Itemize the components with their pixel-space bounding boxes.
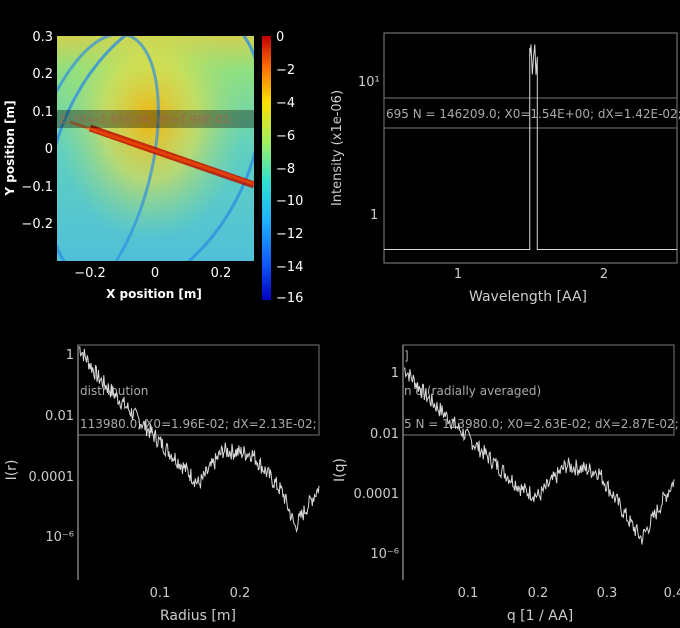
q-x-label: q [1 / AA] bbox=[507, 608, 573, 624]
radius-panel: distribution 113980.0; X0=1.96E-02; dX=2… bbox=[4, 344, 320, 624]
wavelength-panel: 695 N = 146209.0; X0=1.54E+00; dX=1.42E-… bbox=[330, 32, 680, 305]
y-tick-label: 0.0001 bbox=[29, 470, 75, 485]
y-tick-label: 0.1 bbox=[32, 105, 53, 120]
q-y-label: I(q) bbox=[332, 458, 348, 482]
q-panel: ] n q (radially averaged) 5 N = 113980.0… bbox=[332, 344, 680, 624]
heatmap-stats-text: 2; Y0=-1.65E-04; dY=1.99E-02; bbox=[59, 113, 233, 126]
q-trace bbox=[403, 367, 675, 545]
y-tick-label: 1 bbox=[391, 366, 399, 381]
radius-x-label: Radius [m] bbox=[160, 608, 236, 624]
x-tick-label: 0 bbox=[151, 266, 159, 281]
q-stats-text: 5 N = 113980.0; X0=2.63E-02; dX=2.87E-02… bbox=[404, 417, 679, 431]
colorbar-tick-label: −16 bbox=[276, 291, 303, 306]
x-tick-label: 0.2 bbox=[528, 586, 549, 601]
y-tick-label: 0.2 bbox=[32, 67, 53, 82]
colorbar-tick-label: −8 bbox=[276, 162, 295, 177]
radius-y-label: I(r) bbox=[4, 460, 20, 481]
colorbar-tick-label: −4 bbox=[276, 96, 295, 111]
y-tick-label: 0.01 bbox=[45, 409, 74, 424]
y-tick-label: −0.2 bbox=[21, 217, 53, 232]
colorbar: 0 −2 −4 −6 −8 −10 −12 −14 −16 bbox=[262, 30, 303, 306]
q-legend-box bbox=[402, 344, 675, 436]
y-tick-label: 1 bbox=[370, 208, 378, 223]
x-tick-label: 2 bbox=[600, 267, 608, 282]
q-legend-text: n q (radially averaged) bbox=[404, 384, 541, 398]
x-tick-label: 0.1 bbox=[150, 586, 171, 601]
radius-stats-text: 113980.0; X0=1.96E-02; dX=2.13E-02; bbox=[80, 417, 317, 431]
heatmap-image bbox=[57, 36, 254, 261]
colorbar-gradient bbox=[262, 36, 271, 300]
colorbar-tick-label: 0 bbox=[276, 30, 284, 45]
wavelength-axes-frame bbox=[383, 32, 678, 264]
heatmap-x-label: X position [m] bbox=[106, 287, 202, 301]
y-tick-label: 0.3 bbox=[32, 30, 53, 45]
colorbar-tick-label: −6 bbox=[276, 129, 295, 144]
y-tick-label: 1 bbox=[66, 348, 74, 363]
x-tick-label: 0.3 bbox=[597, 586, 618, 601]
heatmap-y-label: Y position [m] bbox=[3, 100, 17, 196]
x-tick-label: 0.2 bbox=[211, 266, 232, 281]
y-tick-label: 10¹ bbox=[358, 75, 380, 90]
heatmap-y-axis: 0.3 0.2 0.1 0 −0.1 −0.2 bbox=[21, 30, 53, 232]
heatmap-panel: 2; Y0=-1.65E-04; dY=1.99E-02; −0.2 0 0.2… bbox=[3, 30, 303, 306]
radius-legend-text: distribution bbox=[80, 384, 148, 398]
wavelength-x-label: Wavelength [AA] bbox=[469, 289, 587, 305]
y-tick-label: 0.0001 bbox=[354, 487, 400, 502]
colorbar-tick-label: −10 bbox=[276, 194, 303, 209]
wavelength-trace bbox=[384, 44, 677, 251]
q-title-fragment: ] bbox=[404, 349, 409, 363]
x-tick-label: −0.2 bbox=[74, 266, 106, 281]
y-tick-label: 0 bbox=[45, 142, 53, 157]
x-tick-label: 0.4 bbox=[664, 586, 680, 601]
y-tick-label: −0.1 bbox=[21, 180, 53, 195]
wavelength-y-label: Intensity (x1e-06) bbox=[330, 90, 345, 206]
radius-trace bbox=[79, 346, 320, 534]
colorbar-tick-label: −2 bbox=[276, 63, 295, 78]
x-tick-label: 0.2 bbox=[230, 586, 251, 601]
heatmap-x-axis: −0.2 0 0.2 bbox=[74, 266, 231, 281]
radius-legend-box bbox=[77, 344, 320, 436]
x-tick-label: 1 bbox=[454, 267, 462, 282]
wavelength-stats-text: 695 N = 146209.0; X0=1.54E+00; dX=1.42E-… bbox=[386, 107, 680, 121]
y-tick-label: 10⁻⁶ bbox=[370, 547, 399, 562]
colorbar-tick-label: −14 bbox=[276, 260, 303, 275]
wavelength-stats-box bbox=[383, 97, 678, 129]
y-tick-label: 0.01 bbox=[370, 427, 399, 442]
colorbar-tick-label: −12 bbox=[276, 227, 303, 242]
x-tick-label: 0.1 bbox=[458, 586, 479, 601]
y-tick-label: 10⁻⁶ bbox=[45, 530, 74, 545]
